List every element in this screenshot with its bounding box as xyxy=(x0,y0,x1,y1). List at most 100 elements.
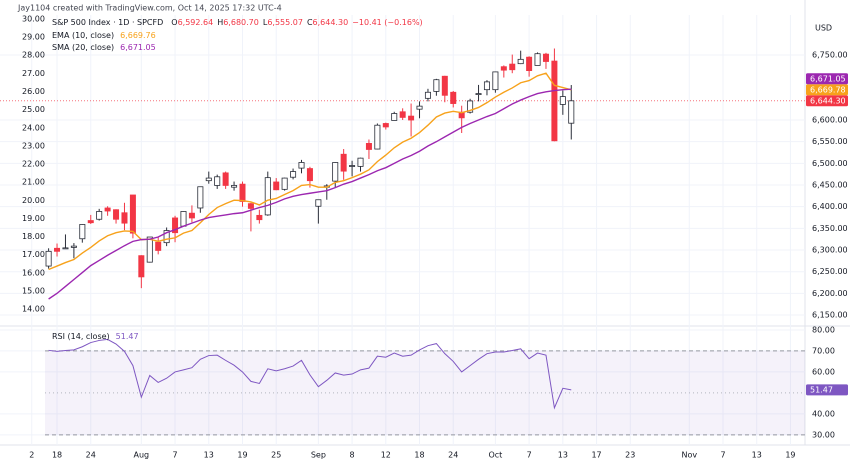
x-tick-label: 13 xyxy=(204,451,214,460)
x-tick-label: Nov xyxy=(681,451,697,460)
y-tick-label: 6,300.00 xyxy=(812,246,848,255)
candle-body xyxy=(70,245,77,248)
y2-tick-label: 25.00 xyxy=(22,105,45,114)
candle-body xyxy=(306,168,313,182)
candle-body xyxy=(281,177,288,190)
candle-body xyxy=(391,113,398,121)
legend-title: S&P 500 Index · 1D · SPCFD O6,592.64 H6,68… xyxy=(52,18,423,27)
ohlc-key: O xyxy=(171,18,177,27)
indicator-name: SMA (20, close) xyxy=(52,43,114,52)
y2-tick-label: 15.00 xyxy=(22,286,45,295)
rsi-label: 51.47 xyxy=(810,385,833,394)
price-label-box xyxy=(806,73,848,85)
candle-body xyxy=(239,183,246,202)
y2-tick-label: 21.00 xyxy=(22,178,45,187)
candle-body xyxy=(104,207,111,212)
candle-body xyxy=(475,93,482,95)
y-tick-label: 6,400.00 xyxy=(812,202,848,211)
change: −10.41 (−0.16%) xyxy=(352,18,423,27)
ohlc-value: 6,555.07 xyxy=(267,18,303,27)
x-tick-label: 13 xyxy=(752,451,762,460)
candle-body xyxy=(509,63,516,71)
rsi-legend: RSI (14, close) 51.47 xyxy=(52,332,139,341)
candle-body xyxy=(492,71,499,91)
y-tick-label: 6,500.00 xyxy=(812,159,848,168)
y2-tick-label: 30.00 xyxy=(22,14,45,23)
y2-tick-label: 20.00 xyxy=(22,196,45,205)
rsi-tick-label: 40.00 xyxy=(812,409,835,418)
candle-body xyxy=(349,165,356,167)
indicator-line xyxy=(48,72,572,271)
y-tick-label: 6,450.00 xyxy=(812,181,848,190)
indicator-name: RSI (14, close) xyxy=(52,332,110,341)
rsi-label-box xyxy=(806,384,848,396)
candle-body xyxy=(568,100,575,124)
y-tick-label: 6,600.00 xyxy=(812,116,848,125)
ohlc-key: L xyxy=(263,18,268,27)
x-tick-label: 7 xyxy=(527,451,532,460)
x-tick-label: 13 xyxy=(558,451,568,460)
currency: USD xyxy=(815,24,832,33)
candle-body xyxy=(188,212,195,219)
candle-body xyxy=(45,250,52,267)
candle-body xyxy=(205,177,212,182)
x-tick-label: 12 xyxy=(381,451,391,460)
y2-tick-label: 29.00 xyxy=(22,33,45,42)
candle-body xyxy=(416,105,423,110)
candle-body xyxy=(214,176,221,186)
y-tick-label: 6,200.00 xyxy=(812,289,848,298)
candle-body xyxy=(163,230,170,244)
candle-body xyxy=(559,96,566,105)
candle-body xyxy=(450,91,457,104)
x-tick-label: 18 xyxy=(414,451,424,460)
candle-body xyxy=(96,211,103,220)
y-tick-label: 6,750.00 xyxy=(812,51,848,60)
x-tick-label: 8 xyxy=(350,451,355,460)
candle-body xyxy=(146,236,153,263)
x-tick-label: Sep xyxy=(311,451,326,460)
y-tick-label: 6,350.00 xyxy=(812,224,848,233)
candle-body xyxy=(340,153,347,172)
rsi-tick-label: 70.00 xyxy=(812,346,835,355)
y2-tick-label: 16.00 xyxy=(22,268,45,277)
candle-body xyxy=(180,211,187,227)
x-tick-label: 23 xyxy=(625,451,635,460)
x-tick-label: 25 xyxy=(271,451,281,460)
y2-tick-label: 14.00 xyxy=(22,305,45,314)
candle-body xyxy=(374,124,381,150)
y-tick-label: 6,150.00 xyxy=(812,311,848,320)
indicator-value: 6,671.05 xyxy=(120,43,156,52)
x-tick-label: 17 xyxy=(591,451,601,460)
indicator-line xyxy=(48,88,572,300)
candle-body xyxy=(54,247,61,252)
candle-body xyxy=(408,115,415,121)
y-tick-label: 6,250.00 xyxy=(812,267,848,276)
candle-body xyxy=(483,81,490,91)
candle-body xyxy=(500,66,507,71)
candle-body xyxy=(315,199,322,207)
price-label: 6,669.78 xyxy=(810,85,846,94)
price-label: 6,644.30 xyxy=(810,96,846,105)
ohlc-value: 6,592.64 xyxy=(178,18,214,27)
x-tick-label: 7 xyxy=(173,451,178,460)
plot xyxy=(45,48,575,410)
candle-body xyxy=(87,220,94,224)
candle-body xyxy=(542,53,549,62)
y2-tick-label: 27.00 xyxy=(22,69,45,78)
rsi-tick-label: 80.00 xyxy=(812,325,835,334)
candle-body xyxy=(298,162,305,169)
indicator-legend: EMA (10, close) 6,669.76 xyxy=(52,31,156,40)
x-tick-label: 19 xyxy=(237,451,247,460)
y2-tick-label: 17.00 xyxy=(22,250,45,259)
y2-tick-label: 28.00 xyxy=(22,51,45,60)
x-tick-label: 24 xyxy=(86,451,96,460)
price-label: 6,671.05 xyxy=(810,74,846,83)
candle-body xyxy=(155,241,162,251)
candle-body xyxy=(357,157,364,167)
x-tick-label: Aug xyxy=(134,451,150,460)
indicator-value: 6,669.76 xyxy=(120,31,156,40)
candle-body xyxy=(222,172,229,186)
indicator-name: EMA (10, close) xyxy=(52,31,114,40)
x-tick-label: 7 xyxy=(720,451,725,460)
